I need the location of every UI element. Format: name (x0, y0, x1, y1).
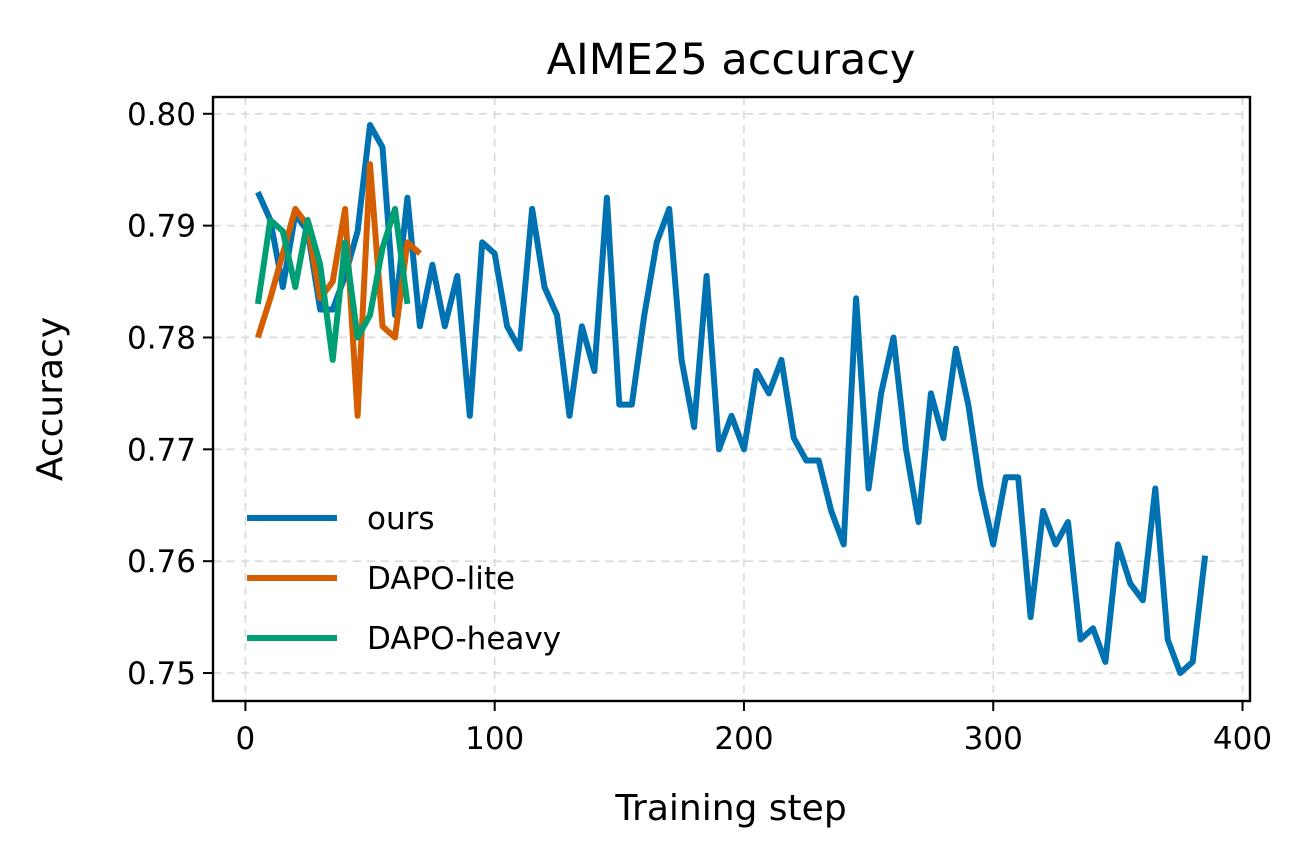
series-line-ours (255, 122, 1209, 676)
y-tick-label: 0.80 (127, 97, 196, 133)
legend-label-dapo-lite: DAPO-lite (367, 561, 515, 597)
legend-label-dapo-heavy: DAPO-heavy (367, 621, 561, 657)
y-tick-label: 0.77 (127, 432, 196, 468)
x-tick-label: 300 (964, 721, 1023, 757)
legend: ours DAPO-lite DAPO-heavy (247, 501, 561, 657)
series-lines (254, 122, 1209, 676)
x-tick-label: 100 (465, 721, 524, 757)
series-line-dapo-heavy (254, 205, 411, 363)
x-tick-label: 0 (236, 721, 256, 757)
plot-frame (211, 95, 1252, 703)
x-axis-label: Training step (614, 788, 846, 829)
y-tick-label: 0.76 (127, 544, 196, 580)
y-axis-label: Accuracy (30, 317, 71, 481)
x-tick-label: 200 (714, 721, 773, 757)
chart-title: AIME25 accuracy (547, 35, 916, 85)
legend-label-ours: ours (367, 501, 435, 537)
y-tick-label: 0.75 (127, 656, 196, 692)
y-tick-label: 0.79 (127, 209, 196, 245)
y-tick-label: 0.78 (127, 320, 196, 356)
x-tick-label: 400 (1213, 721, 1272, 757)
axis-ticks: 0 100 200 300 400 0.75 0.76 0.77 0.78 0.79 0.80 (127, 97, 1272, 757)
